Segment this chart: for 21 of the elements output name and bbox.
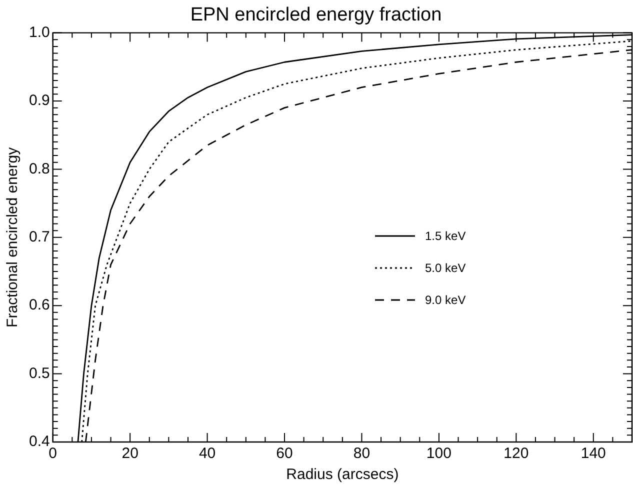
y-tick-label: 1.0: [28, 24, 50, 41]
x-tick-label: 80: [353, 445, 370, 462]
y-tick-label: 0.8: [28, 160, 50, 178]
x-tick-label: 20: [122, 445, 138, 462]
legend-label: 5.0 keV: [425, 261, 466, 275]
x-tick-label: 100: [426, 445, 452, 462]
x-tick-label: 0: [48, 445, 58, 462]
legend-label: 9.0 keV: [425, 293, 466, 307]
chart-title: EPN encircled energy fraction: [190, 4, 442, 26]
x-tick-label: 120: [504, 445, 529, 462]
y-tick-label: 0.9: [28, 92, 50, 110]
y-tick-label: 0.7: [28, 228, 50, 246]
x-tick-label: 140: [580, 445, 606, 462]
x-tick-label: 60: [276, 445, 293, 462]
y-axis-title: Fractional encircled energy: [4, 146, 22, 328]
y-tick-label: 0.6: [28, 296, 50, 314]
legend-label: 1.5 keV: [425, 229, 466, 243]
y-tick-label: 0.4: [28, 433, 50, 450]
x-tick-label: 40: [198, 445, 216, 462]
y-tick-label: 0.5: [28, 364, 50, 382]
x-axis-title: Radius (arcsecs): [286, 466, 399, 484]
